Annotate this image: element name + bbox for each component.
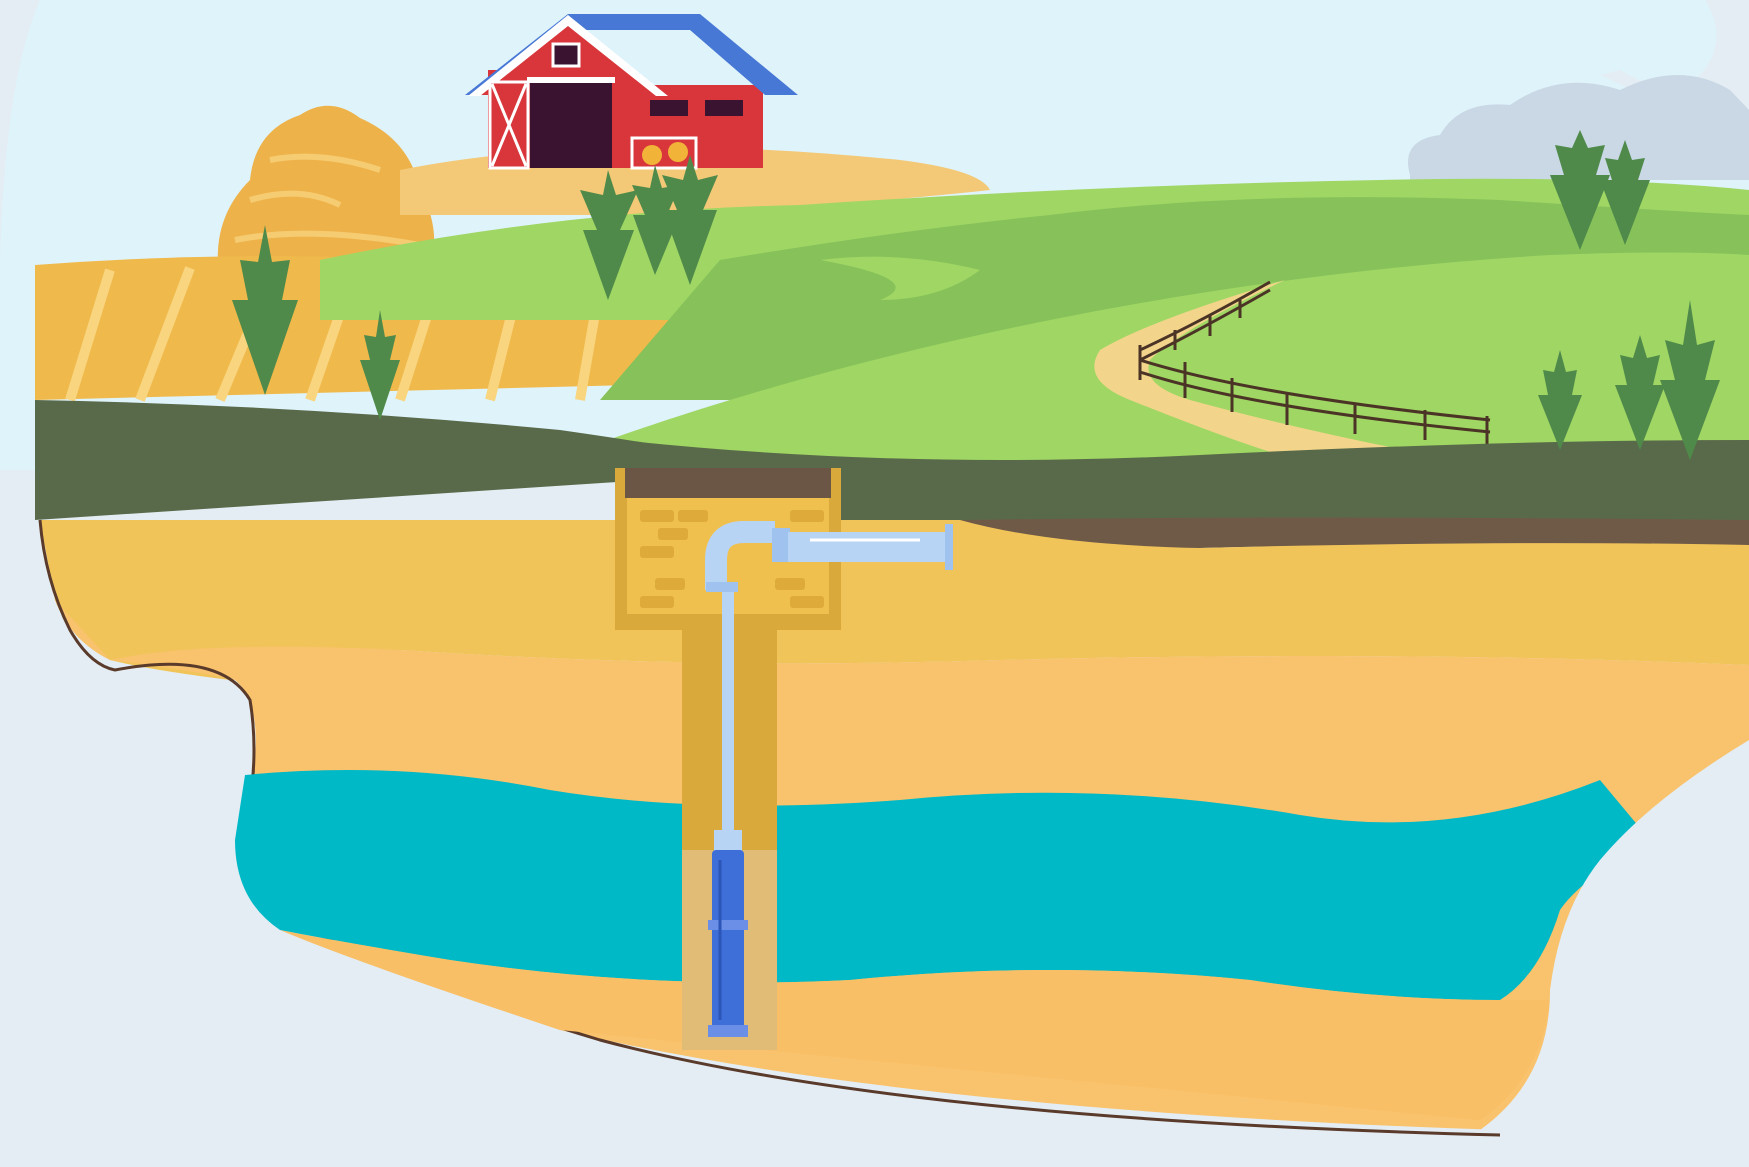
bricks (640, 510, 824, 608)
aquifer-water (235, 770, 1650, 1000)
dirt-path (1094, 280, 1430, 455)
water-pipe-icon (705, 521, 953, 830)
submersible-pump-icon (708, 830, 748, 1037)
pine-tree-icon (232, 130, 1720, 460)
cloud (1408, 75, 1749, 180)
haystack-icon (217, 105, 435, 265)
dark-grass-right (620, 440, 1749, 520)
grass-highlight (820, 256, 980, 300)
barn-icon (465, 14, 798, 170)
backdrop-right (1480, 740, 1749, 1167)
topsoil-layer (40, 520, 1749, 680)
dark-grass-band (35, 400, 800, 520)
well-head-cap (625, 468, 831, 498)
soil-dark-layer (960, 517, 1749, 560)
lower-sand (280, 930, 1550, 1120)
green-hill-front (580, 252, 1749, 460)
fence-icon (1138, 280, 1491, 446)
well-structure (615, 468, 953, 1050)
